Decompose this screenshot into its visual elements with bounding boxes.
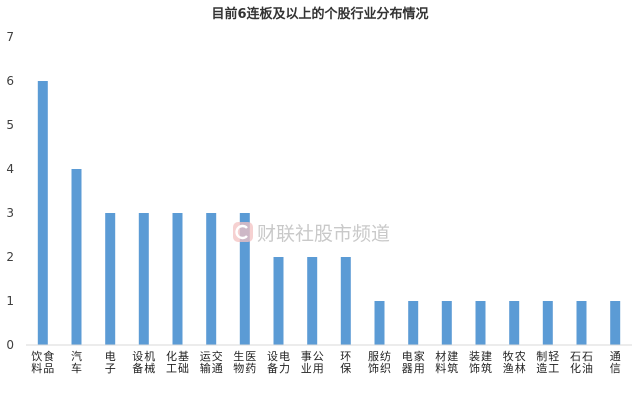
bar xyxy=(509,301,520,345)
x-tick-label: 公用事业 xyxy=(301,350,324,375)
chart-title: 目前6连板及以上的个股行业分布情况 xyxy=(211,6,428,22)
y-tick-label: 2 xyxy=(6,250,14,264)
bar xyxy=(307,257,318,345)
bar xyxy=(340,257,351,345)
bar xyxy=(37,81,48,345)
y-axis-ticks: 0 1 2 3 4 5 6 7 xyxy=(6,30,14,352)
bar xyxy=(441,301,452,345)
y-tick-label: 0 xyxy=(6,338,14,352)
bars xyxy=(37,81,621,345)
x-tick-label: 纺织服饰 xyxy=(368,349,391,375)
bar xyxy=(206,213,217,345)
bar xyxy=(239,213,250,345)
bar xyxy=(576,301,587,345)
bar xyxy=(105,213,116,345)
bar xyxy=(542,301,553,345)
bar xyxy=(71,169,82,345)
x-tick-label: 农林牧渔 xyxy=(503,349,526,375)
cls-logo-icon xyxy=(233,222,253,242)
x-tick-label: 环保 xyxy=(340,350,351,375)
y-tick-label: 7 xyxy=(6,30,14,44)
bar xyxy=(138,213,149,345)
watermark-text: 财联社股市频道 xyxy=(257,223,390,245)
x-tick-label: 电子 xyxy=(105,350,116,375)
x-tick-label: 医药生物 xyxy=(233,349,256,375)
bar xyxy=(374,301,385,345)
x-axis-labels: 食品饮料汽车电子机械设备基础化工交通运输医药生物电力设备公用事业环保纺织服饰家用… xyxy=(31,349,620,375)
x-tick-label: 建筑材料 xyxy=(435,349,458,375)
x-tick-label: 轻工制造 xyxy=(536,349,559,375)
bar xyxy=(475,301,486,345)
y-tick-label: 5 xyxy=(6,118,14,132)
x-tick-label: 电力设备 xyxy=(267,350,290,375)
x-tick-label: 机械设备 xyxy=(132,349,155,375)
y-tick-label: 1 xyxy=(6,294,14,308)
x-tick-label: 汽车 xyxy=(71,349,82,375)
y-tick-label: 3 xyxy=(6,206,14,220)
x-tick-label: 通信 xyxy=(610,350,621,375)
x-tick-label: 交通运输 xyxy=(200,349,223,375)
y-tick-label: 4 xyxy=(6,162,14,176)
x-tick-label: 石油石化 xyxy=(570,350,593,375)
x-tick-label: 家用电器 xyxy=(402,349,425,375)
bar xyxy=(408,301,419,345)
x-tick-label: 建筑装饰 xyxy=(469,349,492,375)
bar xyxy=(172,213,183,345)
watermark: 财联社股市频道 xyxy=(233,222,390,245)
y-tick-label: 6 xyxy=(6,74,14,88)
x-tick-label: 基础化工 xyxy=(166,349,189,375)
bar xyxy=(610,301,621,345)
bar xyxy=(273,257,284,345)
x-tick-label: 食品饮料 xyxy=(31,349,54,375)
